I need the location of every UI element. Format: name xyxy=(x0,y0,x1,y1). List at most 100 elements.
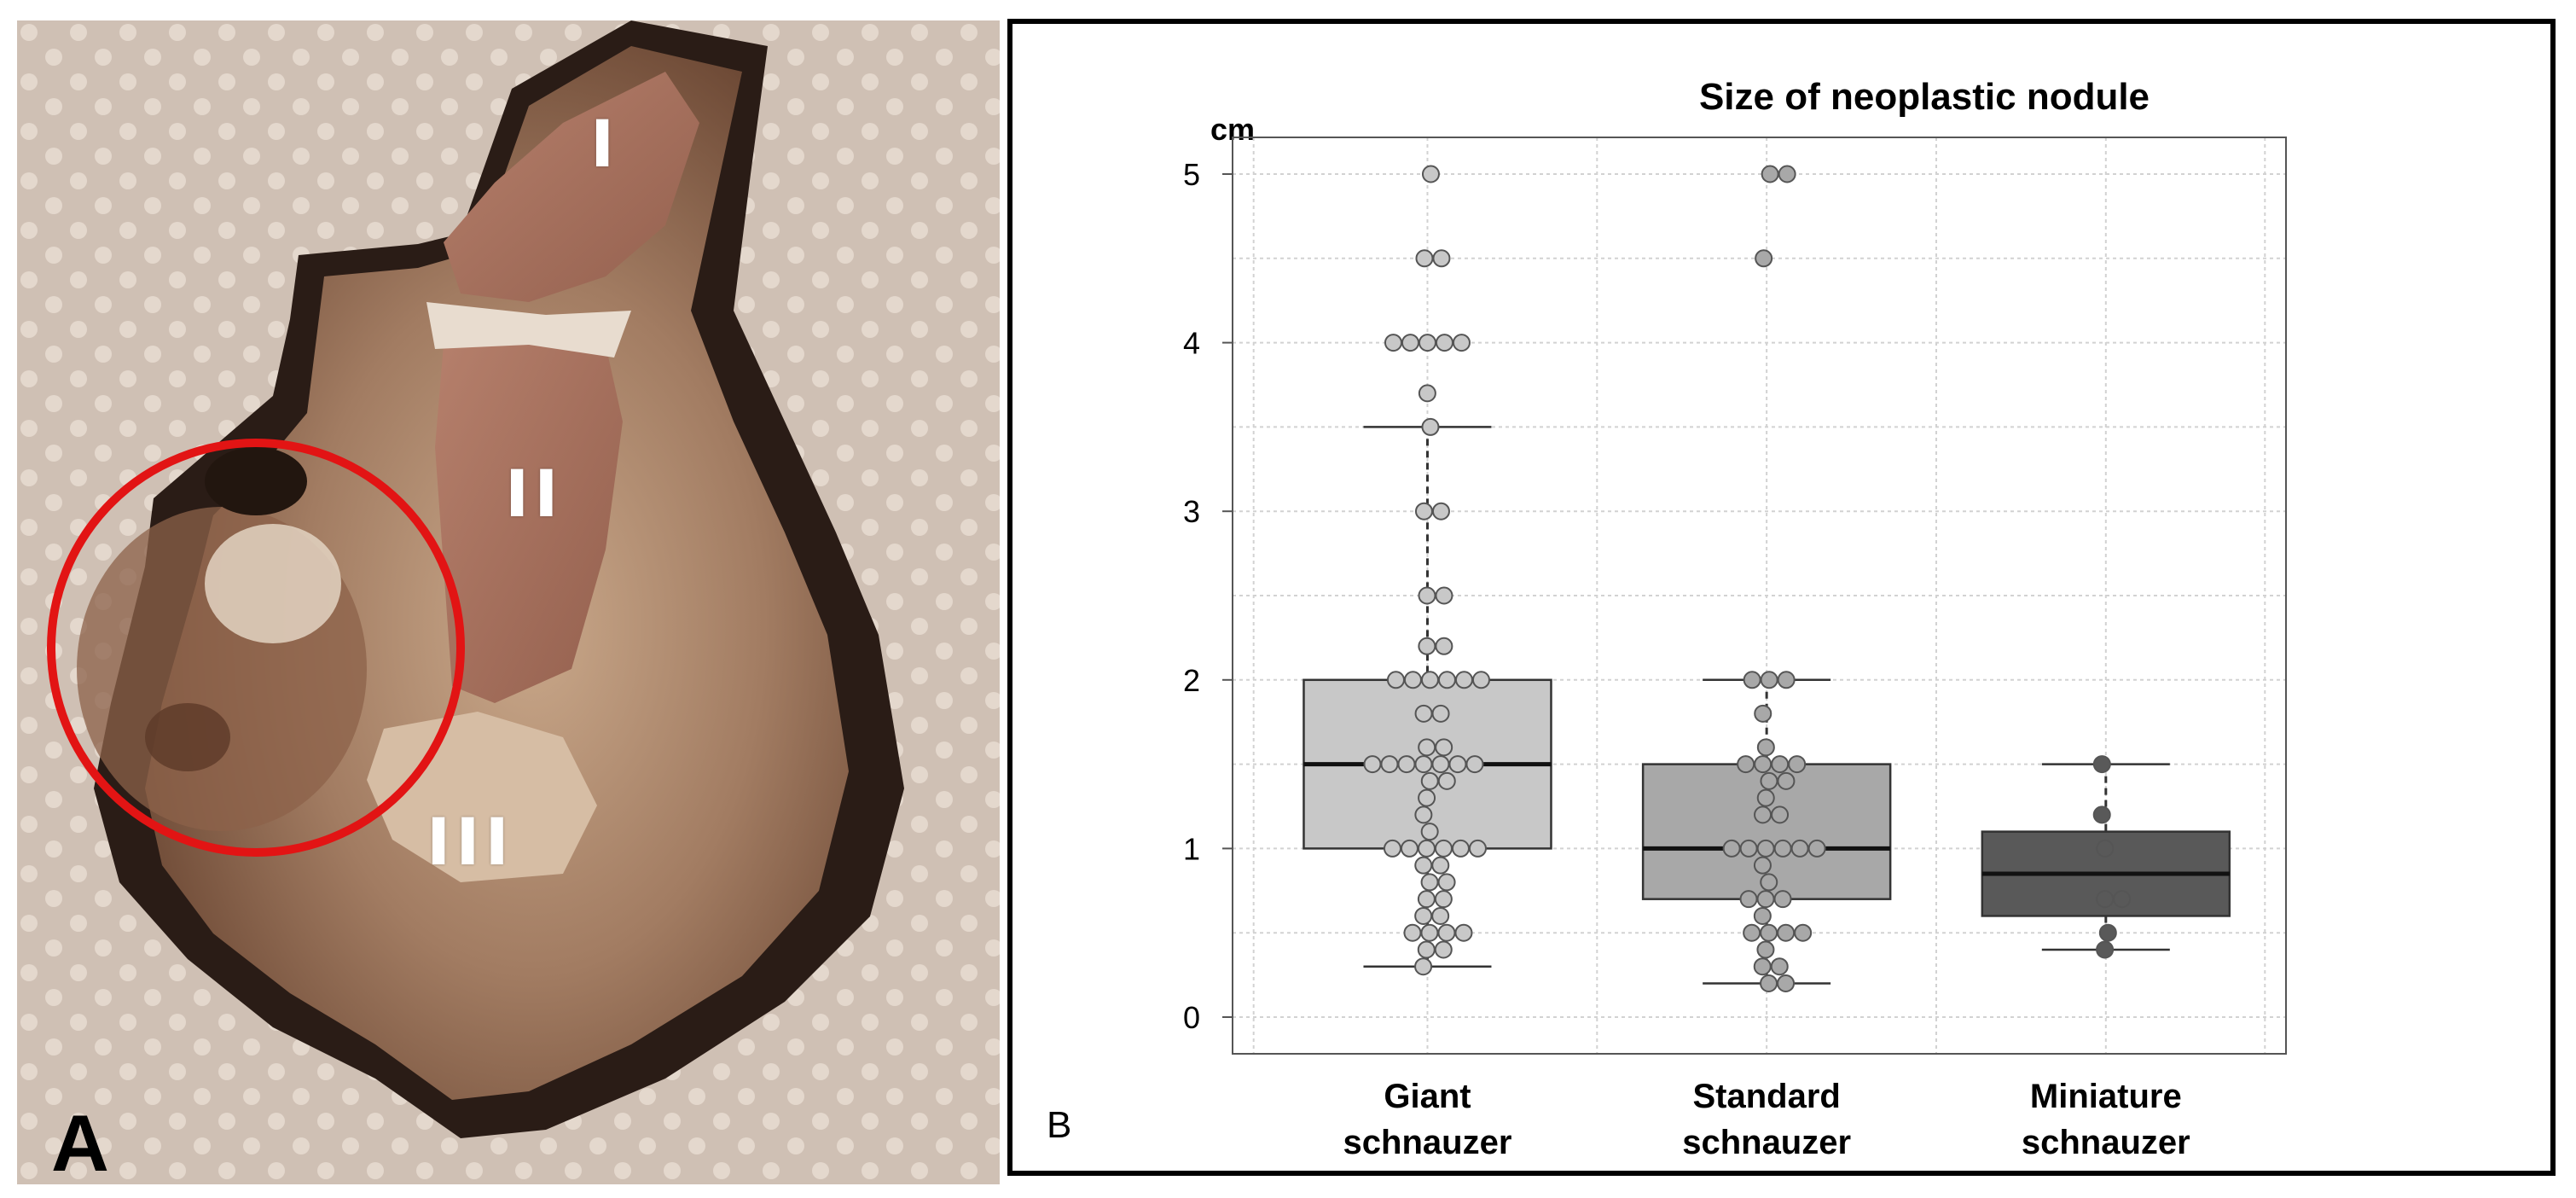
y-tick-label: 1 xyxy=(1183,831,1200,866)
data-point xyxy=(1418,788,1436,807)
data-point xyxy=(1418,384,1436,403)
data-point xyxy=(1739,839,1758,858)
data-point xyxy=(1761,165,1779,183)
data-point xyxy=(1421,417,1440,436)
data-point xyxy=(1754,805,1772,824)
y-tick-label: 2 xyxy=(1183,663,1200,698)
data-point xyxy=(1778,165,1796,183)
data-point xyxy=(1790,839,1809,858)
data-point xyxy=(1397,755,1416,774)
x-tick-label: schnauzer xyxy=(2022,1124,2190,1161)
y-tick-label: 4 xyxy=(1183,326,1200,361)
data-point xyxy=(1414,957,1433,976)
data-point xyxy=(1454,923,1473,942)
data-point xyxy=(2113,890,2132,909)
data-point xyxy=(1794,923,1813,942)
region-label-i: I xyxy=(590,106,620,182)
data-point xyxy=(1468,839,1487,858)
data-point xyxy=(1420,771,1439,790)
data-point xyxy=(1417,940,1436,959)
data-point xyxy=(1753,856,1772,875)
panel-a-photo: I II III A xyxy=(17,20,1000,1184)
data-point xyxy=(1431,502,1450,520)
phalanx-i xyxy=(444,72,699,302)
data-point xyxy=(1415,249,1434,268)
data-point xyxy=(2096,839,2115,858)
data-point xyxy=(1417,890,1436,909)
x-axis-tick-labels: Giant schnauzer Standard schnauzer Miniature… xyxy=(1343,1078,2190,1161)
data-point xyxy=(1417,839,1436,858)
data-point xyxy=(1435,637,1453,655)
data-point xyxy=(1756,738,1775,757)
data-point xyxy=(1435,586,1453,605)
data-point xyxy=(1777,974,1796,992)
data-point xyxy=(1437,771,1456,790)
y-tick-label: 3 xyxy=(1183,494,1200,529)
data-point xyxy=(1384,334,1402,352)
specimen-photo-illustration xyxy=(17,20,1000,1184)
data-point xyxy=(1420,923,1439,942)
lesion-dark-spot xyxy=(145,703,230,771)
data-point xyxy=(1414,502,1433,520)
data-point xyxy=(1788,755,1807,774)
data-point xyxy=(1454,671,1473,689)
data-point xyxy=(1434,940,1453,959)
data-point xyxy=(1435,738,1453,757)
data-point xyxy=(1437,873,1456,892)
data-point xyxy=(1414,805,1433,824)
data-point xyxy=(1383,839,1401,858)
phalanx-ii xyxy=(435,328,623,703)
data-point xyxy=(1418,637,1436,655)
data-point xyxy=(1414,755,1433,774)
data-point xyxy=(1448,755,1467,774)
data-point xyxy=(1753,906,1772,925)
data-point xyxy=(1743,923,1761,942)
data-point xyxy=(1403,923,1422,942)
data-point xyxy=(1401,334,1419,352)
data-point xyxy=(1465,755,1484,774)
data-point xyxy=(2098,923,2117,942)
plot-frame xyxy=(1232,137,2287,1055)
data-point xyxy=(1777,771,1796,790)
chart-title: Size of neoplastic nodule xyxy=(1699,76,2150,118)
data-point xyxy=(1421,165,1440,183)
x-tick-label: schnauzer xyxy=(1343,1124,1512,1161)
data-point xyxy=(1432,249,1451,268)
data-point xyxy=(1452,334,1471,352)
data-point xyxy=(1431,906,1450,925)
data-point xyxy=(1756,940,1775,959)
data-point xyxy=(1431,704,1450,723)
data-point xyxy=(1403,671,1422,689)
data-point xyxy=(1760,873,1778,892)
data-point xyxy=(1414,856,1433,875)
data-point xyxy=(1431,755,1450,774)
data-point xyxy=(1760,771,1778,790)
data-point xyxy=(1418,334,1436,352)
data-point xyxy=(1756,788,1775,807)
data-point xyxy=(1777,923,1796,942)
data-point xyxy=(1770,957,1789,976)
panel-a-label: A xyxy=(51,1098,109,1184)
data-point xyxy=(1773,839,1792,858)
data-point xyxy=(1756,890,1775,909)
data-point xyxy=(1418,738,1436,757)
phalanx-iii xyxy=(367,712,597,882)
data-point xyxy=(1756,839,1775,858)
data-point xyxy=(1755,249,1773,268)
panel-b-label: B xyxy=(1047,1104,1072,1146)
x-tick-label: Giant xyxy=(1384,1078,1471,1115)
data-point xyxy=(1771,755,1790,774)
data-point xyxy=(1754,704,1772,723)
data-point xyxy=(1437,923,1456,942)
y-tick-label: 0 xyxy=(1183,1000,1200,1035)
data-point xyxy=(1737,755,1755,774)
data-point xyxy=(1760,671,1778,689)
data-points xyxy=(1363,165,2132,992)
data-point xyxy=(2096,890,2115,909)
data-point xyxy=(1414,906,1433,925)
data-point xyxy=(2092,805,2111,824)
data-point xyxy=(1451,839,1470,858)
data-point xyxy=(1386,671,1405,689)
